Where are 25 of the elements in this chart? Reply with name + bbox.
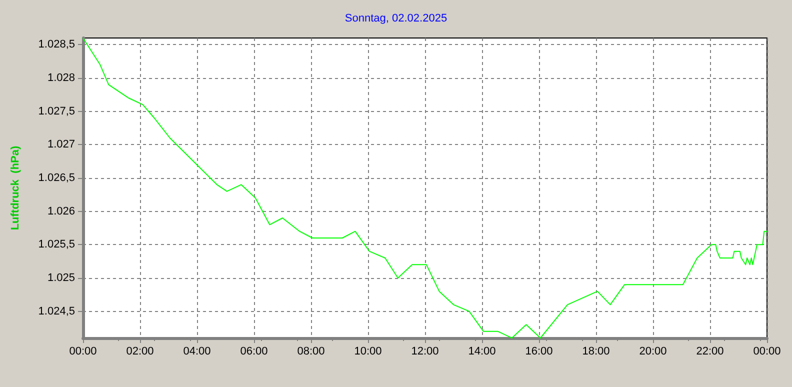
y-tick-label: 1.028,5 <box>38 38 75 51</box>
y-tick-label: 1.027 <box>47 138 75 151</box>
x-tick-label: 16:00 <box>525 346 553 358</box>
y-tick-label: 1.026 <box>47 205 75 218</box>
y-tick-label: 1.025 <box>47 272 75 284</box>
x-tick-label: 04:00 <box>183 346 211 358</box>
x-tick-label: 10:00 <box>354 346 382 358</box>
x-tick-label: 06:00 <box>240 346 268 358</box>
x-tick-label: 14:00 <box>468 346 496 358</box>
y-axis-title: Luftdruck (hPa) <box>10 146 22 230</box>
x-tick-label: 08:00 <box>297 346 325 358</box>
x-tick-label: 22:00 <box>696 346 724 358</box>
x-tick-label: 00:00 <box>753 346 781 358</box>
x-tick-label: 20:00 <box>639 346 667 358</box>
line-series <box>82 38 768 338</box>
y-tick-label: 1.027,5 <box>38 105 75 118</box>
chart-title: Sonntag, 02.02.2025 <box>344 12 448 24</box>
y-tick-label: 1.024,5 <box>38 305 75 318</box>
y-tick-label: 1.028 <box>47 72 75 84</box>
x-tick-label: 18:00 <box>582 346 610 358</box>
x-tick-label: 12:00 <box>411 346 439 358</box>
y-tick-label: 1.026,5 <box>38 172 75 184</box>
x-tick-label: 02:00 <box>126 346 154 358</box>
y-tick-label: 1.025,5 <box>38 238 75 251</box>
x-tick-label: 00:00 <box>69 346 97 358</box>
